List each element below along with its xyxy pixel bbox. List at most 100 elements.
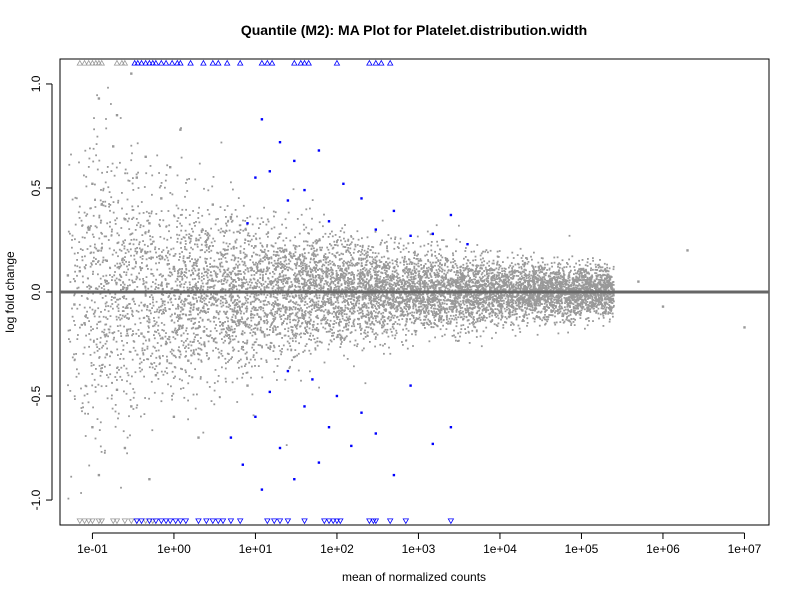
scatter-point	[384, 320, 386, 323]
scatter-point	[390, 279, 393, 282]
scatter-point	[309, 278, 312, 281]
scatter-point	[211, 245, 214, 247]
scatter-point	[525, 308, 528, 310]
scatter-point	[213, 389, 216, 392]
scatter-point	[172, 336, 175, 339]
scatter-point	[430, 281, 432, 283]
scatter-point	[131, 232, 134, 235]
scatter-point	[96, 346, 99, 348]
scatter-point	[136, 276, 139, 279]
scatter-point	[152, 325, 154, 328]
scatter-point	[606, 294, 609, 297]
scatter-point	[208, 251, 211, 253]
scatter-point	[416, 235, 419, 238]
scatter-point	[374, 317, 377, 320]
scatter-point	[394, 334, 397, 337]
scatter-point	[181, 251, 183, 253]
scatter-point	[215, 324, 217, 326]
scatter-point	[432, 326, 435, 329]
scatter-point	[351, 303, 353, 305]
scatter-point	[114, 410, 117, 413]
scatter-point	[212, 349, 214, 352]
scatter-point	[512, 257, 515, 259]
scatter-point	[107, 289, 110, 291]
scatter-point	[181, 325, 183, 328]
scatter-point	[470, 312, 473, 315]
scatter-point	[195, 284, 198, 287]
scatter-point	[266, 303, 268, 306]
scatter-point	[314, 240, 317, 243]
scatter-point	[163, 329, 165, 332]
scatter-point	[313, 307, 316, 309]
scatter-point	[233, 247, 235, 250]
scatter-point	[442, 278, 445, 281]
scatter-point	[397, 302, 400, 305]
scatter-point	[100, 451, 103, 453]
scatter-point	[231, 320, 234, 323]
scatter-point	[332, 276, 335, 279]
scatter-point	[443, 309, 446, 312]
scatter-point	[277, 265, 280, 268]
scatter-point	[203, 344, 206, 347]
scatter-point	[310, 278, 313, 281]
scatter-point	[475, 267, 477, 270]
scatter-point	[268, 262, 270, 265]
scatter-point	[179, 284, 181, 287]
scatter-point	[445, 312, 448, 314]
scatter-point	[250, 328, 253, 331]
scatter-point	[156, 342, 159, 344]
scatter-point	[438, 253, 440, 255]
scatter-point	[569, 320, 572, 323]
scatter-point	[177, 275, 180, 278]
scatter-point	[160, 322, 163, 324]
scatter-point	[291, 337, 294, 340]
scatter-point	[489, 292, 491, 295]
scatter-point	[361, 244, 364, 247]
scatter-point	[232, 231, 235, 234]
scatter-point	[559, 321, 562, 323]
scatter-point	[419, 279, 421, 281]
scatter-point	[228, 335, 231, 338]
scatter-point	[435, 280, 438, 283]
scatter-point	[196, 243, 199, 246]
scatter-point	[273, 306, 275, 308]
scatter-point	[80, 387, 82, 390]
scatter-point	[221, 301, 224, 304]
scatter-point	[530, 274, 533, 277]
scatter-point	[584, 264, 587, 267]
scatter-point	[127, 179, 130, 182]
scatter-point	[370, 275, 372, 278]
scatter-point	[415, 272, 417, 274]
scatter-point	[193, 222, 195, 224]
scatter-point	[283, 296, 286, 299]
scatter-point	[505, 274, 508, 277]
scatter-point	[127, 284, 129, 287]
scatter-point	[180, 224, 183, 227]
scatter-point	[140, 309, 143, 312]
scatter-point	[346, 249, 349, 251]
scatter-point	[331, 332, 334, 335]
scatter-point	[263, 256, 266, 259]
scatter-point	[405, 288, 408, 290]
scatter-point	[192, 332, 195, 335]
scatter-point	[187, 399, 189, 402]
scatter-point	[456, 279, 459, 281]
scatter-point	[324, 304, 326, 307]
scatter-point	[249, 332, 252, 334]
scatter-point	[186, 190, 189, 192]
scatter-point	[204, 251, 206, 254]
scatter-point	[500, 297, 503, 299]
scatter-point	[187, 418, 189, 421]
scatter-point	[427, 283, 429, 286]
scatter-point	[294, 236, 296, 239]
scatter-point	[495, 297, 498, 300]
scatter-point	[425, 310, 428, 312]
scatter-point	[446, 303, 448, 306]
scatter-point	[458, 294, 460, 297]
scatter-point	[406, 303, 408, 306]
scatter-point	[414, 303, 416, 306]
scatter-point	[172, 354, 175, 357]
scatter-point	[169, 271, 171, 274]
scatter-point	[527, 285, 530, 288]
scatter-point	[341, 274, 343, 277]
